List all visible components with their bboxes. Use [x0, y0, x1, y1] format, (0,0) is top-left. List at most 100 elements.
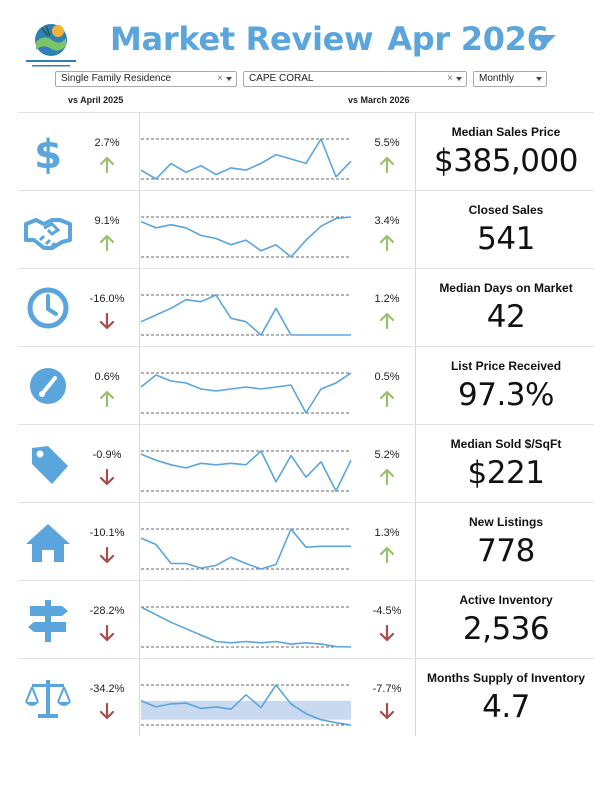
down-arrow-icon: [99, 624, 115, 642]
down-arrow-icon: [379, 702, 395, 720]
clear-icon[interactable]: ×: [447, 73, 453, 84]
sparkline-chart: [140, 372, 352, 414]
mom-change: 3.4%: [374, 215, 400, 227]
metric-value: $221: [467, 455, 545, 491]
metric-name: Median Days on Market: [439, 281, 573, 295]
metric-value: 97.3%: [458, 377, 554, 413]
up-arrow-icon: [379, 468, 395, 486]
up-arrow-icon: [379, 156, 395, 174]
metric-row: -10.1% 1.3% New Listings 778: [18, 502, 594, 580]
yoy-change: -28.2%: [89, 605, 125, 617]
property-type-filter[interactable]: Single Family Residence ×: [55, 71, 237, 87]
down-arrow-icon: [379, 624, 395, 642]
sparkline-chart: [140, 216, 352, 258]
sparkline-series: [140, 606, 352, 648]
mom-change: 1.2%: [374, 293, 400, 305]
sparkline-series: [140, 138, 352, 180]
metric-row: -16.0% 1.2% Median Days on Market 42: [18, 268, 594, 346]
metric-name: Months Supply of Inventory: [427, 671, 585, 685]
handshake-icon: [24, 218, 72, 250]
metric-value: $385,000: [434, 143, 578, 179]
metric-name: List Price Received: [450, 359, 562, 373]
metric-value: 2,536: [462, 611, 550, 647]
metric-row: -34.2% -7.7% Months Supply of Inventory 4.7: [18, 658, 594, 736]
sparkline-chart: [140, 450, 352, 492]
yoy-change: -0.9%: [92, 449, 122, 461]
metric-name: Active Inventory: [459, 593, 553, 607]
sparkline-series: [140, 294, 351, 336]
price-tag-icon: [32, 446, 68, 484]
gauge-icon: [30, 368, 66, 404]
up-arrow-icon: [379, 234, 395, 252]
up-arrow-icon: [99, 234, 115, 252]
chevron-down-icon[interactable]: [536, 77, 542, 81]
yoy-change: 2.7%: [94, 137, 120, 149]
chevron-down-icon[interactable]: [226, 77, 232, 81]
dollar-sign-icon: $: [34, 132, 62, 178]
svg-text:$: $: [34, 132, 62, 178]
house-icon: [26, 524, 70, 562]
yoy-column-header: vs April 2025: [68, 95, 124, 105]
up-arrow-icon: [379, 390, 395, 408]
yoy-change: 0.6%: [94, 371, 120, 383]
metric-value: 42: [486, 299, 526, 335]
metric-value: 541: [477, 221, 535, 257]
period-filter[interactable]: Monthly: [473, 71, 547, 87]
month-dropdown-chevron-icon[interactable]: [534, 35, 556, 46]
balance-scale-icon: [25, 680, 71, 718]
up-arrow-icon: [379, 546, 395, 564]
down-arrow-icon: [99, 312, 115, 330]
mom-change: -7.7%: [372, 683, 402, 695]
clear-icon[interactable]: ×: [217, 73, 223, 84]
sparkline-chart: [140, 294, 351, 336]
sparkline-chart: [140, 606, 352, 648]
chevron-down-icon[interactable]: [456, 77, 462, 81]
mom-column-header: vs March 2026: [348, 95, 410, 105]
property-type-value: Single Family Residence: [61, 73, 172, 84]
metric-row: 0.6% 0.5% List Price Received 97.3%: [18, 346, 594, 424]
sparkline-chart: [140, 684, 352, 726]
metric-name: Closed Sales: [468, 203, 544, 217]
down-arrow-icon: [99, 468, 115, 486]
sparkline-series: [140, 216, 352, 258]
yoy-change: -16.0%: [89, 293, 125, 305]
yoy-change: -34.2%: [89, 683, 125, 695]
metric-row: 9.1% 3.4% Closed Sales 541: [18, 190, 594, 268]
down-arrow-icon: [99, 702, 115, 720]
title-text: Market Review: [110, 20, 374, 58]
sparkline-series: [140, 684, 352, 726]
sparkline-series: [140, 528, 351, 570]
period-value: Monthly: [479, 73, 515, 84]
metric-name: Median Sold $/SqFt: [450, 437, 562, 451]
clock-icon: [27, 287, 69, 329]
mom-change: 0.5%: [374, 371, 400, 383]
mom-change: -4.5%: [372, 605, 402, 617]
metric-name: New Listings: [468, 515, 543, 529]
up-arrow-icon: [99, 390, 115, 408]
metric-row: $2.7% 5.5% Median Sales Price $385,000: [18, 112, 594, 190]
metric-name: Median Sales Price: [451, 125, 561, 139]
city-filter[interactable]: CAPE CORAL ×: [243, 71, 467, 87]
down-arrow-icon: [99, 546, 115, 564]
yoy-change: 9.1%: [94, 215, 120, 227]
metric-row: -28.2% -4.5% Active Inventory 2,536: [18, 580, 594, 658]
sparkline-chart: [140, 138, 352, 180]
up-arrow-icon: [379, 312, 395, 330]
city-value: CAPE CORAL: [249, 73, 314, 84]
title-month: Apr 2026: [387, 20, 549, 58]
signpost-icon: [28, 600, 68, 642]
mom-change: 1.3%: [374, 527, 400, 539]
sparkline-series: [140, 372, 352, 414]
metric-row: -0.9% 5.2% Median Sold $/SqFt $221: [18, 424, 594, 502]
up-arrow-icon: [99, 156, 115, 174]
metrics-table: $2.7% 5.5% Median Sales Price $385,000 9.1% 3…: [18, 112, 594, 736]
yoy-change: -10.1%: [89, 527, 125, 539]
sparkline-series: [140, 450, 352, 492]
page-title: Market Review Apr 2026: [110, 20, 549, 58]
mom-change: 5.5%: [374, 137, 400, 149]
metric-value: 4.7: [482, 689, 530, 725]
sparkline-chart: [140, 528, 351, 570]
metric-value: 778: [477, 533, 535, 569]
mom-change: 5.2%: [374, 449, 400, 461]
brokerage-logo-icon: [26, 24, 76, 67]
